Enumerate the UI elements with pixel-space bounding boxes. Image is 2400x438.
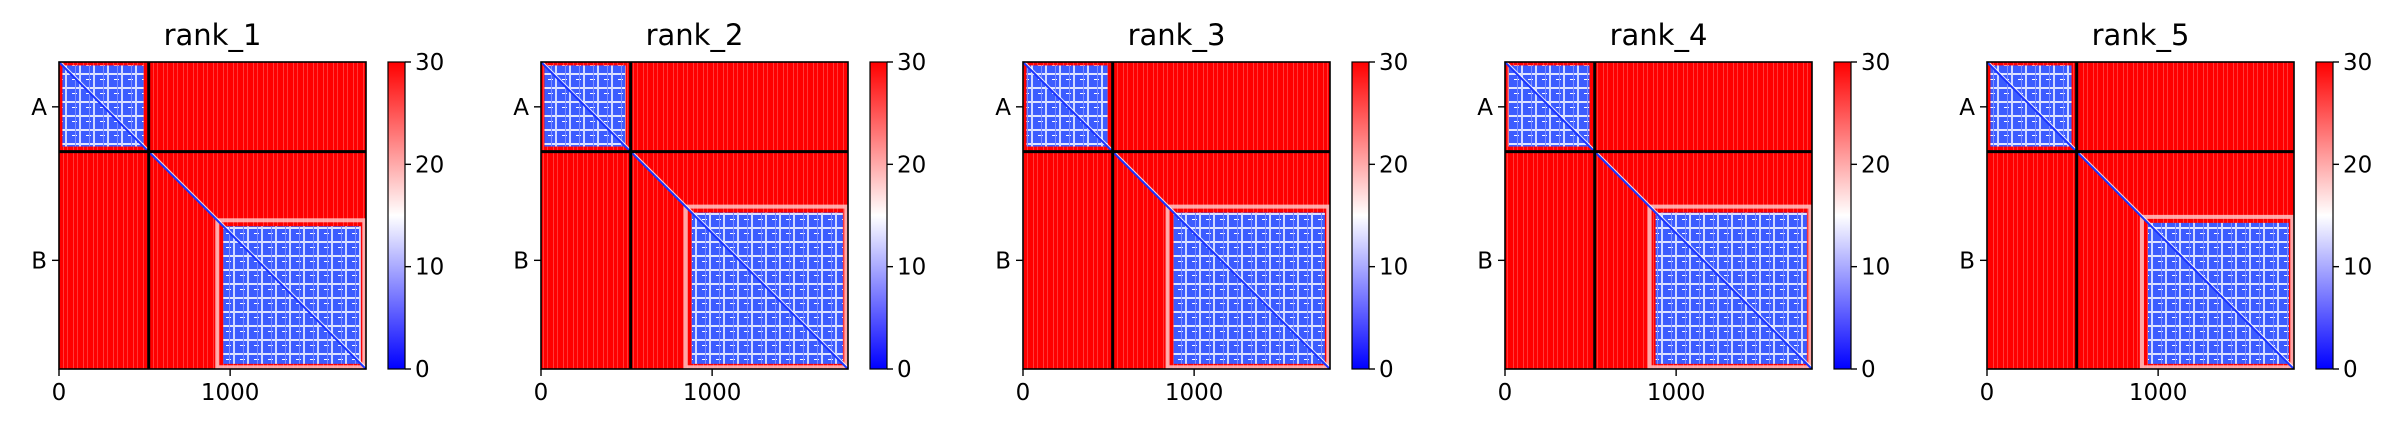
- panel-rank-5: rank_5 0 1000 A B 0 10 20 30: [1959, 18, 2372, 406]
- colorbar-tick-label: 20: [1379, 152, 1408, 178]
- axes-frame: [58, 61, 367, 370]
- y-tick-label-chain-a: A: [31, 95, 47, 121]
- x-tick-label: 1000: [201, 380, 260, 406]
- x-tick-label: 0: [1016, 380, 1031, 406]
- panel-title: rank_5: [2092, 18, 2190, 52]
- y-tick-label-chain-b: B: [1959, 248, 1975, 274]
- x-tick-label: 0: [534, 380, 549, 406]
- colorbar: [2316, 62, 2333, 369]
- colorbar-tick-label: 0: [415, 357, 430, 383]
- chain-b-domain-edge: [1165, 204, 1331, 370]
- colorbar-tick-label: 10: [2343, 255, 2372, 281]
- panel-title: rank_3: [1128, 18, 1226, 52]
- colorbar-tick-label: 0: [1861, 357, 1876, 383]
- diagonal-edge: [542, 61, 849, 368]
- colorbar-tick-label: 0: [2343, 357, 2358, 383]
- colorbar-frame: [1833, 61, 1852, 370]
- x-tick-label: 1000: [2129, 380, 2188, 406]
- panel-rank-3: rank_3 0 1000 A B 0 10 20 30: [995, 18, 1408, 406]
- x-tick-label: 0: [1498, 380, 1513, 406]
- colorbar-tick-label: 10: [1861, 255, 1890, 281]
- colorbar-tick-label: 20: [2343, 152, 2372, 178]
- axes-frame: [1504, 61, 1813, 370]
- panel-rank-1: rank_1 0 1000 A B 0 10 20 30: [31, 18, 444, 406]
- diagonal: [1504, 61, 1813, 370]
- diagonal: [540, 61, 849, 370]
- colorbar: [388, 62, 405, 369]
- colorbar: [1352, 62, 1369, 369]
- colorbar-tick-label: 30: [2343, 50, 2372, 76]
- colorbar: [1834, 62, 1851, 369]
- colorbar-tick-label: 10: [1379, 255, 1408, 281]
- axes-frame: [1986, 61, 2295, 370]
- x-tick-label: 0: [1980, 380, 1995, 406]
- y-tick-label-chain-b: B: [995, 248, 1011, 274]
- colorbar-frame: [869, 61, 888, 370]
- axes-frame: [1022, 61, 1331, 370]
- colorbar-tick-label: 0: [897, 357, 912, 383]
- x-tick-label: 1000: [683, 380, 742, 406]
- panel-rank-2: rank_2 0 1000 A B 0 10 20 30: [513, 18, 926, 406]
- diagonal: [1022, 61, 1331, 370]
- colorbar-frame: [2315, 61, 2334, 370]
- diagonal-edge: [1506, 61, 1813, 368]
- y-tick-label-chain-b: B: [31, 248, 47, 274]
- colorbar: [870, 62, 887, 369]
- chain-b-domain-edge: [215, 218, 367, 370]
- panel-rank-4: rank_4 0 1000 A B 0 10 20 30: [1477, 18, 1890, 406]
- x-tick-label: 1000: [1165, 380, 1224, 406]
- y-tick-label-chain-a: A: [995, 95, 1011, 121]
- diagonal: [1986, 61, 2295, 370]
- panel-title: rank_4: [1610, 18, 1708, 52]
- colorbar-tick-label: 0: [1379, 357, 1394, 383]
- panel-title: rank_1: [164, 18, 262, 52]
- colorbar-tick-label: 20: [897, 152, 926, 178]
- y-tick-label-chain-a: A: [1959, 95, 1975, 121]
- chain-b-domain-edge: [2139, 214, 2295, 370]
- panel-title: rank_2: [646, 18, 744, 52]
- colorbar-tick-label: 20: [1861, 152, 1890, 178]
- diagonal: [58, 61, 367, 370]
- axes-frame: [540, 61, 849, 370]
- colorbar-tick-label: 10: [897, 255, 926, 281]
- diagonal-edge: [1988, 61, 2295, 368]
- y-tick-label-chain-b: B: [513, 248, 529, 274]
- y-tick-label-chain-a: A: [513, 95, 529, 121]
- x-tick-label: 1000: [1647, 380, 1706, 406]
- colorbar-tick-label: 30: [1861, 50, 1890, 76]
- x-tick-label: 0: [52, 380, 67, 406]
- diagonal-edge: [1024, 61, 1331, 368]
- chain-b-domain-edge: [1647, 204, 1813, 370]
- colorbar-tick-label: 20: [415, 152, 444, 178]
- y-tick-label-chain-a: A: [1477, 95, 1493, 121]
- colorbar-tick-label: 30: [415, 50, 444, 76]
- y-tick-label-chain-b: B: [1477, 248, 1493, 274]
- chain-b-domain-edge: [683, 204, 849, 370]
- colorbar-frame: [387, 61, 406, 370]
- colorbar-tick-label: 30: [897, 50, 926, 76]
- colorbar-tick-label: 10: [415, 255, 444, 281]
- diagonal-edge: [60, 61, 367, 368]
- colorbar-tick-label: 30: [1379, 50, 1408, 76]
- colorbar-frame: [1351, 61, 1370, 370]
